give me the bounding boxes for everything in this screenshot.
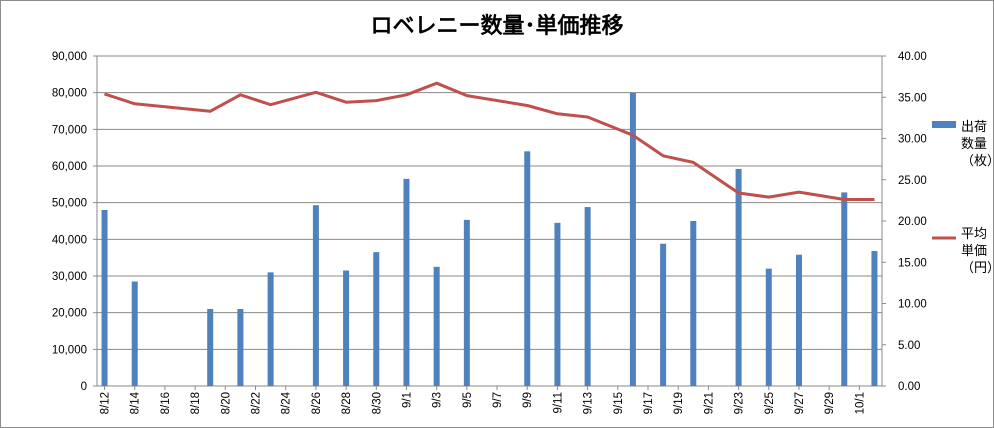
bar xyxy=(584,207,591,386)
y-right-tick-label: 10.00 xyxy=(898,299,927,311)
bar xyxy=(267,272,274,386)
x-tick-label: 9/17 xyxy=(643,392,655,414)
bar xyxy=(463,219,470,386)
x-tick-label: 8/26 xyxy=(311,392,323,414)
y-right-tick-label: 25.00 xyxy=(898,175,927,187)
bar xyxy=(795,254,802,386)
bar xyxy=(660,243,667,386)
y-left-tick-label: 30,000 xyxy=(52,271,87,283)
x-tick-label: 9/9 xyxy=(522,392,534,408)
x-tick-label: 9/5 xyxy=(462,392,474,408)
bar xyxy=(237,309,244,386)
x-tick-label: 9/21 xyxy=(703,392,715,414)
y-left-tick-label: 60,000 xyxy=(52,161,87,173)
price-line xyxy=(104,81,875,201)
y-left-tick-label: 10,000 xyxy=(52,344,87,356)
x-tick-label: 8/12 xyxy=(100,392,112,414)
bar xyxy=(524,151,531,386)
bar xyxy=(312,205,319,386)
x-tick-label: 9/25 xyxy=(764,392,776,414)
y-right-tick-label: 30.00 xyxy=(898,134,927,146)
y-left-tick-label: 50,000 xyxy=(52,198,87,210)
legend-label-bar: 数量 xyxy=(961,137,987,152)
x-tick-label: 9/1 xyxy=(401,392,413,408)
x-tick-label: 9/29 xyxy=(824,392,836,414)
bar xyxy=(735,168,742,386)
bar xyxy=(403,178,410,386)
x-tick-label: 8/18 xyxy=(190,392,202,414)
x-tick-label: 10/1 xyxy=(854,392,866,414)
y-right-tick-label: 0.00 xyxy=(898,381,920,393)
y-left-tick-label: 40,000 xyxy=(52,234,87,246)
x-tick-label: 8/22 xyxy=(251,392,263,414)
x-tick-label: 9/7 xyxy=(492,392,504,408)
bar xyxy=(690,221,697,386)
y-right-tick-label: 40.00 xyxy=(898,51,927,63)
legend-label-line: 単価 xyxy=(961,243,987,259)
x-tick-label: 9/11 xyxy=(552,392,564,414)
bar xyxy=(101,210,108,386)
bar xyxy=(629,92,636,387)
y-left-tick-label: 20,000 xyxy=(52,308,87,320)
bar xyxy=(373,252,380,386)
x-tick-label: 8/16 xyxy=(160,392,172,414)
y-left-tick-label: 90,000 xyxy=(52,51,87,63)
x-tick-label: 8/14 xyxy=(130,391,142,414)
legend-swatch-bar xyxy=(932,121,956,128)
y-left-tick-label: 70,000 xyxy=(52,124,87,136)
y-right-tick-label: 20.00 xyxy=(898,216,927,228)
x-tick-label: 8/28 xyxy=(341,392,353,414)
x-tick-label: 9/23 xyxy=(734,392,746,414)
bar xyxy=(871,251,878,386)
bar xyxy=(841,192,848,386)
y-left-tick-label: 80,000 xyxy=(52,88,87,100)
bar xyxy=(131,281,138,386)
x-tick-label: 8/24 xyxy=(281,391,293,414)
x-tick-label: 8/30 xyxy=(371,392,383,414)
bar xyxy=(207,309,214,386)
chart-title: ロベレニー数量･単価推移 xyxy=(370,14,624,39)
y-right-tick-label: 5.00 xyxy=(898,340,920,352)
y-right-tick-label: 15.00 xyxy=(898,257,927,269)
x-tick-label: 9/13 xyxy=(583,392,595,414)
x-tick-label: 9/27 xyxy=(794,392,806,414)
y-left-tick-label: 0 xyxy=(81,381,87,393)
bar xyxy=(765,268,772,386)
legend-label-bar: 出荷 xyxy=(961,120,987,135)
x-tick-label: 9/15 xyxy=(613,392,625,414)
x-tick-label: 8/20 xyxy=(220,392,232,414)
legend-label-line: （円） xyxy=(961,261,994,276)
bar xyxy=(554,222,561,386)
x-tick-label: 9/19 xyxy=(673,392,685,414)
bar xyxy=(433,266,440,386)
bar xyxy=(343,270,350,386)
y-right-tick-label: 35.00 xyxy=(898,92,927,104)
legend-label-line: 平均 xyxy=(961,227,987,242)
x-tick-label: 9/3 xyxy=(432,392,444,408)
legend-label-bar: （枚） xyxy=(961,154,994,169)
